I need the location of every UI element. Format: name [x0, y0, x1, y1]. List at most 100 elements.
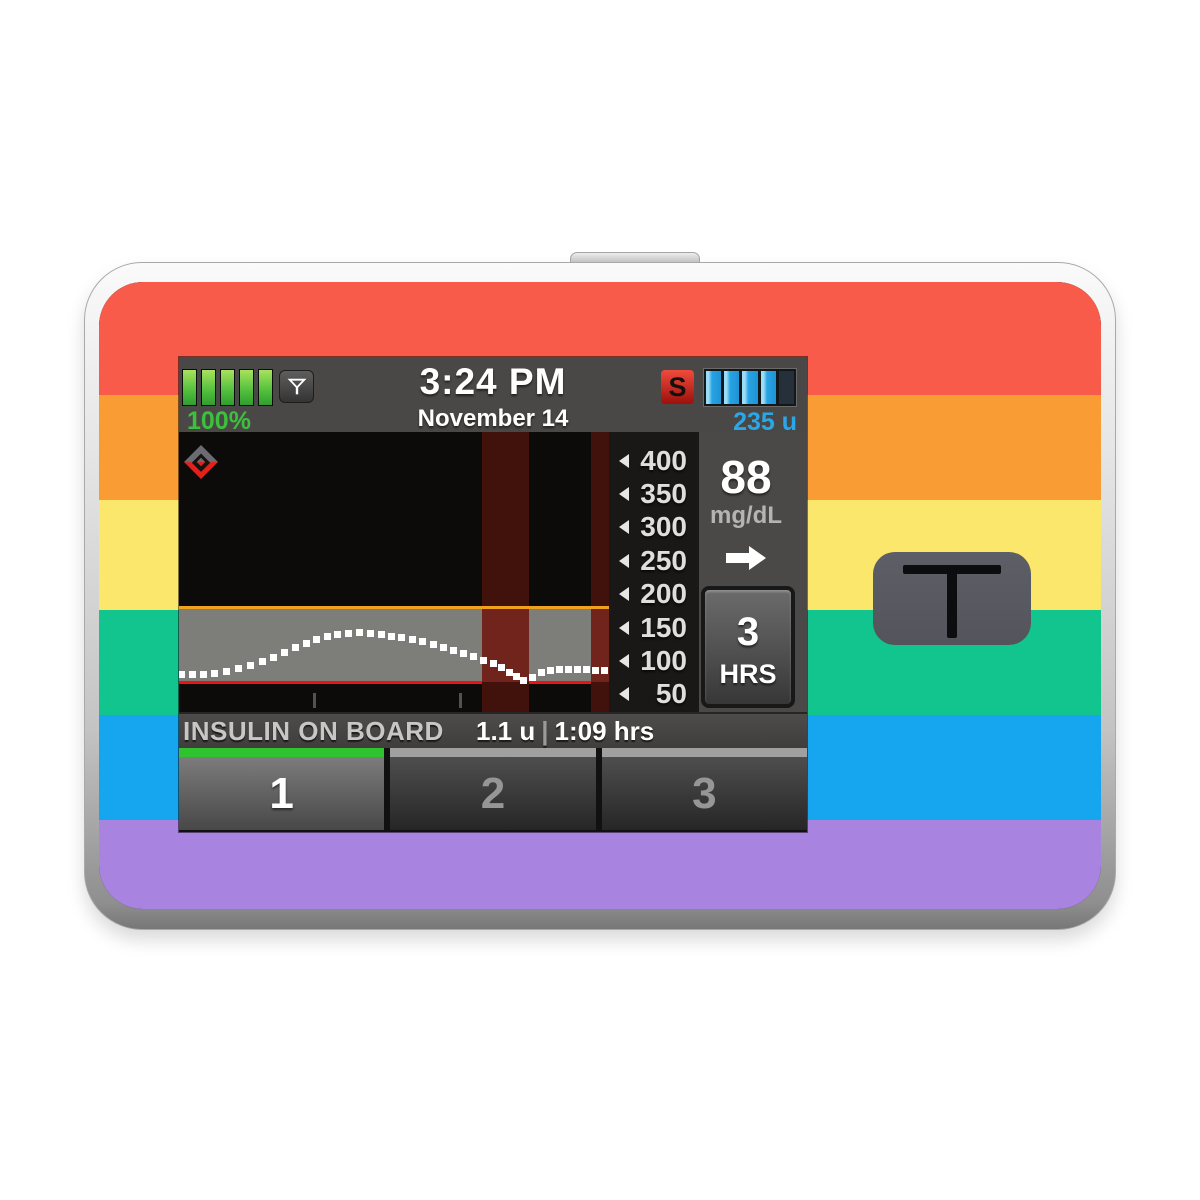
- reservoir-segment: [724, 371, 740, 404]
- home-content: 400 350 300 250 200 150 100 50 88 mg/dL 3 HRS: [179, 432, 807, 712]
- cgm-reading-dot: [565, 666, 572, 673]
- cgm-reading-dot: [292, 644, 299, 651]
- iob-value: 1.1 u | 1:09 hrs: [476, 716, 654, 747]
- cgm-alert-band: [482, 432, 529, 712]
- battery-indicator: [182, 369, 273, 406]
- cgm-reading-dot: [356, 629, 363, 636]
- cgm-reading-dot: [520, 677, 527, 684]
- reservoir-segment: [706, 371, 722, 404]
- x-axis-tick: [313, 693, 316, 708]
- tab-3[interactable]: 3: [601, 748, 807, 830]
- cgm-reading-dot: [430, 641, 437, 648]
- cgm-reading-dot: [556, 666, 563, 673]
- y-axis-label-row: 200: [609, 578, 699, 611]
- y-axis-label-row: 150: [609, 611, 699, 644]
- cgm-reading-dot: [498, 664, 505, 671]
- t-logo-screen-button[interactable]: [873, 552, 1031, 645]
- y-axis-label-row: 250: [609, 544, 699, 577]
- battery-segment: [239, 369, 254, 406]
- battery-percent: 100%: [187, 407, 251, 435]
- cgm-reading-dot: [223, 668, 230, 675]
- cgm-reading-dot: [189, 671, 196, 678]
- low-threshold-line: [179, 681, 609, 684]
- y-axis-label-row: 400: [609, 444, 699, 477]
- battery-segment: [182, 369, 197, 406]
- cgm-reading-dot: [419, 638, 426, 645]
- glucose-value: 88: [720, 451, 772, 503]
- cgm-reading-dot: [235, 665, 242, 672]
- cgm-reading-dot: [470, 653, 477, 660]
- date-text: November 14: [417, 405, 569, 432]
- y-axis-label-row: 300: [609, 511, 699, 544]
- y-axis-label-row: 100: [609, 644, 699, 677]
- tab-indicator-strip: [179, 748, 385, 757]
- iob-separator: |: [541, 715, 549, 746]
- cgm-alert-band-mid: [482, 608, 529, 682]
- insulin-reservoir-gauge: [703, 368, 797, 407]
- reservoir-segment: [742, 371, 758, 404]
- cgm-y-axis: 400 350 300 250 200 150 100 50: [609, 432, 699, 712]
- cgm-reading-dot: [601, 667, 608, 674]
- x-axis-tick: [459, 693, 462, 708]
- tab-1[interactable]: 1: [179, 748, 385, 830]
- cgm-reading-dot: [592, 667, 599, 674]
- status-badge: S: [661, 370, 694, 404]
- graph-duration-button[interactable]: 3 HRS: [701, 586, 795, 708]
- tab-row: 1 2 3: [179, 748, 807, 832]
- cgm-reading-dot: [450, 647, 457, 654]
- cgm-reading-dot: [388, 633, 395, 640]
- duration-number: 3: [736, 610, 760, 654]
- cgm-reading-dot: [345, 630, 352, 637]
- rainbow-skin: 100% 3:24 PM November 14 S 235 u: [99, 282, 1101, 909]
- tab-indicator-strip: [390, 748, 596, 757]
- tab-body: 2: [390, 757, 596, 830]
- left-triangle-icon: [619, 654, 629, 669]
- battery-segment: [220, 369, 235, 406]
- cgm-alert-band: [591, 432, 609, 712]
- cgm-graph[interactable]: [179, 432, 609, 712]
- tab-body: 1: [179, 757, 385, 830]
- battery-segment: [258, 369, 273, 406]
- reservoir-segment: [778, 371, 795, 404]
- y-axis-label: 200: [640, 578, 687, 610]
- cgm-reading-dot: [247, 662, 254, 669]
- y-axis-label: 50: [655, 678, 687, 710]
- cgm-reading-dot: [513, 673, 520, 680]
- tab-indicator-strip: [601, 748, 807, 757]
- dexcom-logo-icon: [184, 445, 218, 479]
- tab-label: 1: [269, 768, 294, 818]
- cgm-reading-dot: [313, 636, 320, 643]
- stripe-purple: [99, 820, 1101, 909]
- left-triangle-icon: [619, 453, 629, 468]
- tab-label: 2: [480, 768, 506, 818]
- glucose-unit: mg/dL: [710, 502, 782, 529]
- left-triangle-icon: [619, 687, 629, 702]
- cgm-reading-dot: [200, 671, 207, 678]
- cgm-reading-dot: [398, 634, 405, 641]
- cgm-reading-dot: [211, 670, 218, 677]
- tab-2[interactable]: 2: [390, 748, 596, 830]
- cgm-reading-dot: [303, 640, 310, 647]
- y-axis-label: 100: [640, 645, 687, 677]
- y-axis-label-row: 50: [609, 678, 699, 711]
- cgm-reading-dot: [440, 644, 447, 651]
- cgm-reading-dot: [270, 654, 277, 661]
- cgm-reading-dot: [378, 631, 385, 638]
- insulin-on-board-bar: INSULIN ON BOARD 1.1 u | 1:09 hrs: [179, 712, 807, 748]
- cgm-reading-dot: [574, 666, 581, 673]
- cgm-reading-dot: [409, 636, 416, 643]
- cgm-reading-dot: [367, 630, 374, 637]
- cgm-reading-dot: [538, 669, 545, 676]
- target-range-band: [179, 608, 609, 682]
- trend-arrow-right-icon: [724, 544, 768, 577]
- y-axis-label: 350: [640, 478, 687, 510]
- left-triangle-icon: [619, 587, 629, 602]
- cgm-reading-dot: [281, 649, 288, 656]
- cgm-reading-dot: [547, 667, 554, 674]
- tslim-pump-device: 100% 3:24 PM November 14 S 235 u: [84, 262, 1116, 930]
- glucose-panel: 88 mg/dL 3 HRS: [699, 432, 807, 712]
- iob-amount: 1.1 u: [476, 715, 536, 746]
- tab-body: 3: [601, 757, 807, 830]
- cgm-reading-dot: [583, 666, 590, 673]
